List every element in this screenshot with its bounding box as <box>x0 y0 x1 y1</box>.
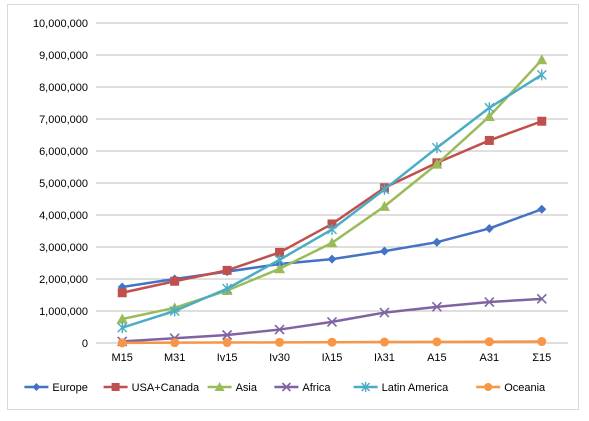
data-point <box>432 237 442 247</box>
data-point <box>484 296 495 308</box>
data-point <box>484 223 494 233</box>
data-point <box>378 200 390 211</box>
series-latin-america <box>117 69 547 334</box>
data-point <box>484 135 494 145</box>
y-axis-tick-labels: 0 1,000,000 2,000,000 3,000,000 4,000,000 5,0… <box>33 18 88 350</box>
legend-item: Asia <box>207 382 258 394</box>
legend: Europe USA+Canada Asia Africa Latin America O… <box>24 382 546 394</box>
y-tick-label: 2,000,000 <box>39 274 88 286</box>
data-point <box>274 324 285 335</box>
legend-label: Latin America <box>382 382 450 394</box>
legend-marker <box>214 382 225 391</box>
series-oceania <box>117 337 547 348</box>
x-tick-label: M31 <box>164 352 185 364</box>
legend-item: Oceania <box>476 382 546 394</box>
data-point <box>275 247 285 257</box>
data-point <box>379 307 390 318</box>
x-axis-tick-labels: M15 M31 Iv15 Iv30 Iλ15 Iλ31 A15 A31 Σ15 <box>112 352 552 364</box>
data-point <box>170 338 180 348</box>
data-point <box>432 337 442 347</box>
data-point <box>379 246 389 256</box>
y-tick-label: 8,000,000 <box>39 82 88 94</box>
data-point <box>327 223 337 235</box>
data-point <box>327 337 337 347</box>
data-point <box>327 254 337 264</box>
data-point <box>537 337 547 347</box>
data-point <box>222 329 233 341</box>
legend-label: Oceania <box>504 382 546 394</box>
data-point <box>274 254 285 266</box>
data-point <box>431 158 443 169</box>
x-tick-label: Σ15 <box>532 352 551 364</box>
legend-label: Asia <box>236 382 258 394</box>
data-point <box>326 237 338 248</box>
line-chart: 0 1,000,000 2,000,000 3,000,000 4,000,000 5,0… <box>24 18 568 394</box>
data-point <box>169 305 180 317</box>
data-point <box>275 337 285 347</box>
legend-marker <box>281 382 291 392</box>
series-asia <box>116 54 548 324</box>
x-tick-label: Iλ31 <box>374 352 395 364</box>
y-tick-label: 7,000,000 <box>39 114 88 126</box>
y-tick-label: 10,000,000 <box>33 18 88 30</box>
legend-item: Africa <box>274 382 331 394</box>
chart-frame: 0 1,000,000 2,000,000 3,000,000 4,000,000 5,0… <box>7 4 579 410</box>
y-tick-label: 5,000,000 <box>39 178 88 190</box>
y-tick-label: 1,000,000 <box>39 306 88 318</box>
legend-marker <box>32 383 41 391</box>
data-point <box>116 313 128 324</box>
x-tick-label: M15 <box>112 352 133 364</box>
data-point <box>170 276 180 286</box>
series-line <box>121 73 543 329</box>
data-point <box>117 338 127 348</box>
data-point <box>379 337 389 347</box>
legend-marker <box>361 382 371 392</box>
y-tick-label: 9,000,000 <box>39 50 88 62</box>
legend-marker <box>484 383 493 391</box>
data-point <box>484 102 495 114</box>
data-point <box>536 69 547 81</box>
legend-label: USA+Canada <box>132 382 200 394</box>
x-tick-label: Iv30 <box>269 352 290 364</box>
legend-item: Latin America <box>353 382 450 394</box>
grid-lines <box>96 22 568 344</box>
data-point <box>222 283 233 295</box>
y-tick-label: 4,000,000 <box>39 210 88 222</box>
data-point <box>484 337 494 347</box>
series-usa-canada <box>117 116 547 298</box>
data-point <box>536 54 548 65</box>
data-point <box>222 338 232 348</box>
data-point <box>379 183 390 195</box>
data-point <box>117 322 128 334</box>
series-group <box>116 54 548 348</box>
data-point <box>483 110 495 121</box>
data-point <box>117 288 127 298</box>
y-tick-label: 3,000,000 <box>39 242 88 254</box>
legend-label: Africa <box>302 382 331 394</box>
data-point <box>536 293 547 304</box>
x-tick-label: A15 <box>427 352 447 364</box>
data-point <box>537 116 547 126</box>
data-point <box>222 265 232 275</box>
legend-item: USA+Canada <box>103 382 200 394</box>
data-point <box>431 301 442 312</box>
legend-label: Europe <box>52 382 87 394</box>
legend-item: Europe <box>24 382 88 394</box>
y-tick-label: 6,000,000 <box>39 146 88 158</box>
data-point <box>274 263 286 274</box>
series-line <box>121 120 543 294</box>
data-point <box>326 316 338 327</box>
y-tick-label: 0 <box>82 338 88 350</box>
x-tick-label: Iλ15 <box>322 352 343 364</box>
data-point <box>537 204 547 214</box>
data-point <box>431 142 442 154</box>
legend-marker <box>111 383 120 391</box>
x-tick-label: A31 <box>480 352 500 364</box>
x-tick-label: Iv15 <box>217 352 238 364</box>
